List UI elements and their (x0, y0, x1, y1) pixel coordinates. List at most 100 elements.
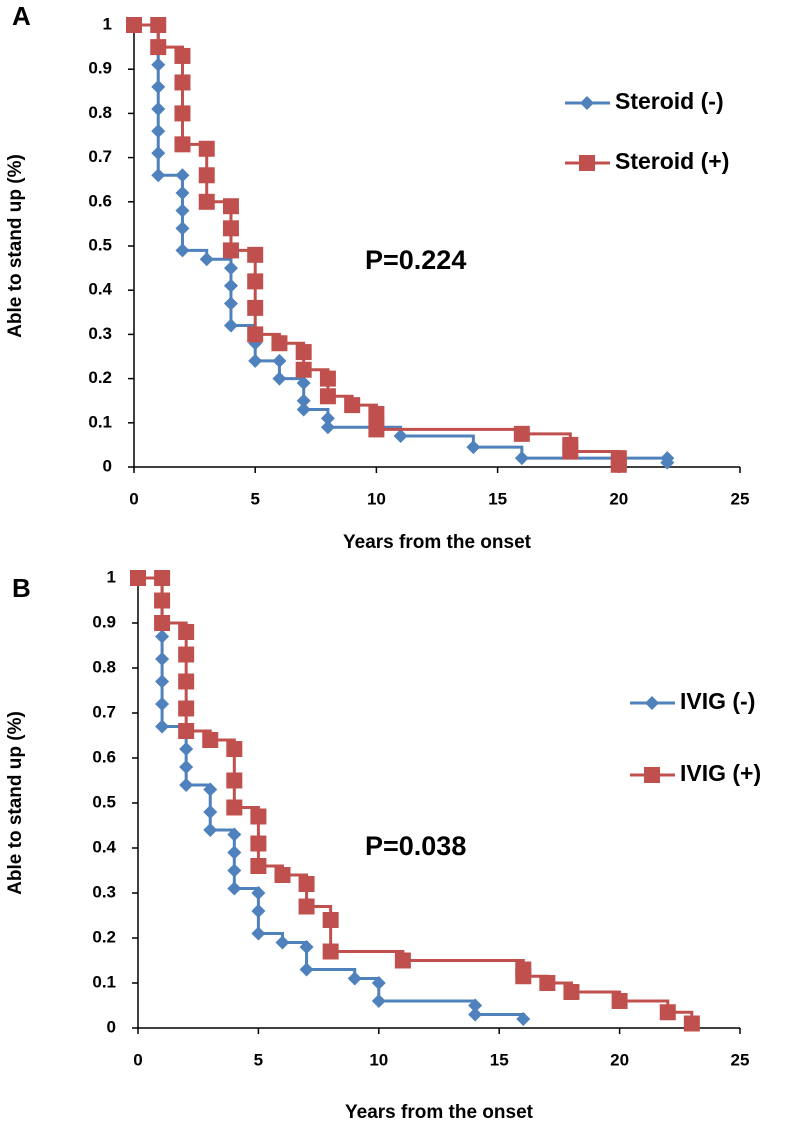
y-tick-label: 0.8 (88, 103, 112, 122)
marker (203, 823, 218, 837)
legend-marker (579, 155, 595, 171)
marker (322, 912, 339, 928)
x-tick-label: 10 (367, 489, 386, 508)
marker (223, 261, 238, 276)
marker (174, 105, 191, 122)
x-tick-label: 15 (488, 489, 507, 508)
marker (178, 700, 195, 717)
y-tick-label: 0.8 (92, 657, 116, 676)
marker (155, 629, 170, 644)
marker (272, 353, 287, 368)
x-axis-label: Years from the onset (343, 532, 532, 553)
marker (319, 370, 336, 387)
marker (178, 624, 195, 640)
marker (514, 451, 529, 466)
marker (223, 318, 238, 333)
marker (659, 1004, 676, 1021)
legend-marker (645, 696, 659, 710)
y-tick-label: 0.9 (88, 59, 112, 78)
marker (320, 420, 335, 435)
marker (394, 952, 411, 969)
y-tick-label: 0.7 (92, 702, 116, 721)
marker (175, 203, 190, 218)
y-tick-label: 0.9 (92, 612, 116, 631)
marker (175, 168, 190, 183)
marker (150, 17, 167, 33)
marker (251, 926, 266, 941)
y-tick-label: 0.3 (92, 882, 116, 901)
step-segment (473, 445, 524, 459)
marker (154, 570, 171, 586)
step-segment (475, 1013, 525, 1019)
marker (247, 326, 264, 343)
marker (223, 296, 238, 311)
marker (151, 168, 166, 183)
marker (468, 1007, 483, 1022)
marker (247, 299, 264, 316)
marker (155, 697, 170, 711)
legend-label: Steroid (-) (615, 88, 724, 114)
marker (223, 278, 238, 293)
y-axis-label: Able to stand up (%) (5, 154, 26, 338)
y-tick-label: 0.4 (88, 280, 112, 299)
y-tick-label: 0.5 (88, 235, 112, 254)
marker (203, 805, 218, 819)
x-tick-label: 5 (250, 489, 259, 508)
marker (130, 570, 146, 586)
marker (178, 673, 195, 690)
y-tick-label: 0.1 (88, 412, 112, 431)
x-tick-label: 0 (133, 1050, 142, 1069)
marker (151, 79, 166, 94)
marker (368, 421, 385, 438)
marker (296, 393, 311, 408)
y-tick-label: 0.3 (88, 324, 112, 343)
legend-marker (644, 767, 660, 783)
step-segment (306, 968, 357, 979)
step-segment (330, 950, 405, 961)
marker (562, 443, 579, 460)
marker (227, 863, 242, 878)
legend-marker (580, 96, 594, 110)
x-tick-label: 10 (369, 1050, 388, 1069)
panel-label: B (12, 573, 31, 603)
marker (539, 975, 556, 991)
marker (322, 943, 339, 960)
step-segment (378, 999, 477, 1006)
marker (222, 220, 239, 237)
marker (368, 405, 385, 422)
x-tick-label: 5 (254, 1050, 263, 1069)
y-tick-label: 0.6 (88, 191, 112, 210)
marker (250, 858, 267, 874)
marker (515, 968, 532, 985)
marker (202, 732, 219, 748)
marker (175, 221, 190, 236)
y-tick-label: 0.7 (88, 147, 112, 166)
marker (151, 101, 166, 116)
panel-label: A (12, 1, 31, 31)
marker (251, 904, 266, 918)
marker (178, 723, 195, 739)
marker (151, 124, 166, 139)
marker (248, 353, 263, 368)
legend-label: IVIG (-) (680, 688, 755, 714)
marker (320, 411, 335, 426)
marker (151, 146, 166, 161)
marker (226, 799, 243, 816)
x-axis-label: Years from the onset (345, 1102, 534, 1123)
marker (154, 615, 171, 631)
marker (226, 772, 243, 789)
marker (178, 646, 195, 663)
marker (151, 57, 166, 72)
marker (222, 198, 239, 215)
marker (296, 402, 311, 417)
marker (155, 674, 170, 689)
step-segment (400, 434, 475, 448)
x-tick-label: 0 (129, 489, 138, 508)
marker (250, 808, 267, 825)
marker (227, 827, 242, 842)
marker (516, 1012, 531, 1026)
marker (296, 376, 311, 391)
marker (155, 719, 170, 734)
marker (275, 935, 290, 950)
p-value: P=0.224 (365, 245, 466, 275)
